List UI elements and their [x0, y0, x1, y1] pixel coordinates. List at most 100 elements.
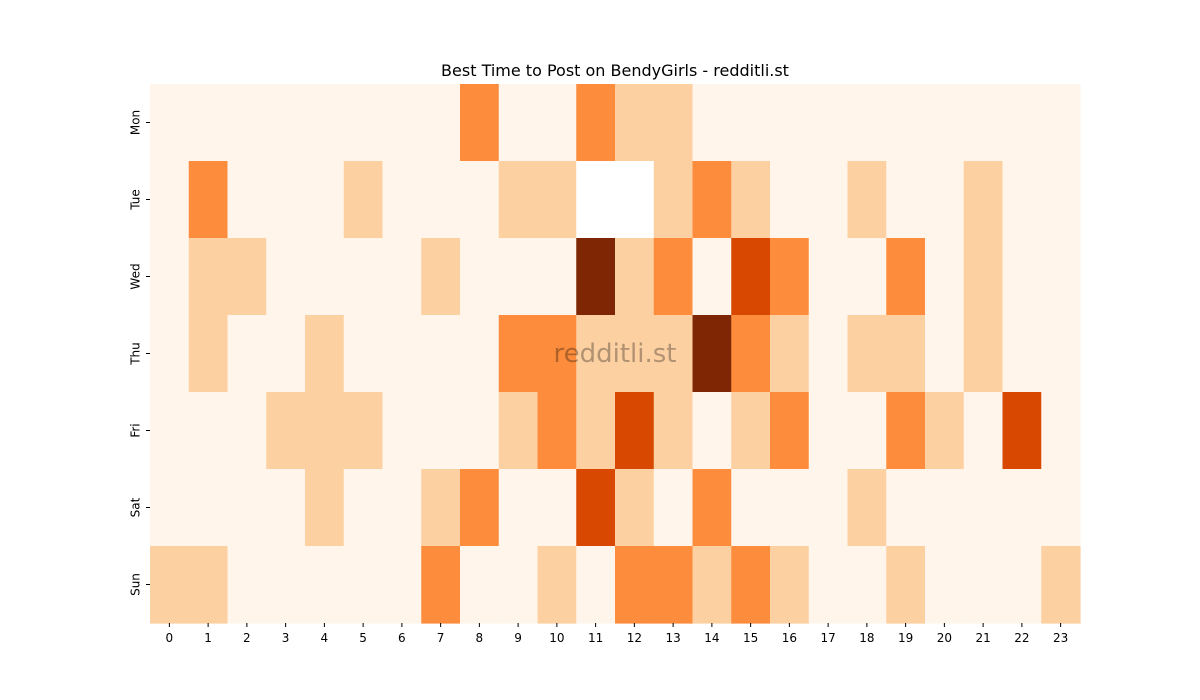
heatmap-cell-fri-22: [1002, 392, 1042, 470]
heatmap-cell-mon-20: [925, 84, 965, 162]
heatmap-cell-fri-1: [188, 392, 229, 470]
heatmap-cell-fri-23: [1041, 392, 1081, 470]
heatmap-cell-wed-22: [1002, 238, 1042, 316]
x-tick-label: 0: [166, 631, 174, 645]
x-tick-label: 17: [820, 631, 835, 645]
heatmap-cell-fri-12: [615, 392, 655, 470]
heatmap-cell-sat-12: [615, 469, 655, 547]
heatmap-cell-thu-21: [963, 315, 1004, 393]
heatmap-cell-mon-10: [537, 84, 577, 162]
heatmap-cell-fri-18: [847, 392, 887, 470]
heatmap-cell-sun-22: [1002, 546, 1042, 624]
y-tick-label: Tue: [129, 189, 143, 211]
heatmap-cell-fri-21: [963, 392, 1004, 470]
x-tick-label: 6: [398, 631, 406, 645]
heatmap-cell-thu-12: [615, 315, 655, 393]
heatmap-cell-wed-15: [731, 238, 771, 316]
x-tick-label: 18: [859, 631, 874, 645]
heatmap-cell-tue-6: [382, 161, 422, 239]
heatmap-cell-thu-16: [770, 315, 810, 393]
heatmap-cell-wed-16: [770, 238, 810, 316]
heatmap-cell-mon-22: [1002, 84, 1042, 162]
heatmap-cell-wed-10: [537, 238, 577, 316]
heatmap-cell-tue-8: [460, 161, 500, 239]
heatmap-cell-thu-22: [1002, 315, 1042, 393]
heatmap-cell-tue-18: [847, 161, 887, 239]
heatmap-cell-fri-3: [266, 392, 306, 470]
heatmap-cell-sun-20: [925, 546, 965, 624]
heatmap-cell-sun-11: [576, 546, 616, 624]
x-tick-label: 12: [627, 631, 642, 645]
x-tick-label: 10: [549, 631, 564, 645]
heatmap-cell-mon-17: [808, 84, 849, 162]
heatmap-cell-sat-19: [886, 469, 926, 547]
heatmap-cell-mon-9: [498, 84, 539, 162]
heatmap-cell-sun-0: [150, 546, 190, 624]
heatmap-cell-fri-9: [498, 392, 539, 470]
heatmap-cell-wed-12: [615, 238, 655, 316]
heatmap-cell-fri-15: [731, 392, 771, 470]
x-tick-label: 21: [975, 631, 990, 645]
heatmap-cell-tue-10: [537, 161, 577, 239]
heatmap-cell-tue-19: [886, 161, 926, 239]
heatmap-cell-sun-12: [615, 546, 655, 624]
heatmap-cell-sun-16: [770, 546, 810, 624]
heatmap-cell-fri-16: [770, 392, 810, 470]
x-tick-label: 13: [665, 631, 680, 645]
heatmap-cell-sun-10: [537, 546, 577, 624]
heatmap-cell-thu-17: [808, 315, 849, 393]
heatmap-cell-tue-11: [576, 161, 616, 239]
heatmap-cell-tue-12: [615, 161, 655, 239]
heatmap-cell-wed-0: [150, 238, 190, 316]
heatmap-cell-mon-7: [421, 84, 461, 162]
heatmap-cell-wed-4: [305, 238, 345, 316]
heatmap-cell-thu-11: [576, 315, 616, 393]
heatmap-cell-sat-5: [343, 469, 384, 547]
heatmap-cell-wed-5: [343, 238, 384, 316]
heatmap-cell-tue-17: [808, 161, 849, 239]
heatmap-cell-wed-21: [963, 238, 1004, 316]
heatmap-cell-tue-2: [227, 161, 267, 239]
heatmap-cell-sun-6: [382, 546, 422, 624]
heatmap-cell-mon-5: [343, 84, 384, 162]
heatmap-cell-tue-5: [343, 161, 384, 239]
heatmap-cell-wed-23: [1041, 238, 1081, 316]
x-tick-label: 5: [359, 631, 367, 645]
x-tick-label: 15: [743, 631, 758, 645]
heatmap-cell-sun-2: [227, 546, 267, 624]
y-axis-ticks: Mon Tue Wed Thu Fri Sat Sun: [129, 110, 150, 596]
heatmap-cell-mon-6: [382, 84, 422, 162]
heatmap-cell-mon-14: [692, 84, 732, 162]
heatmap-cell-mon-16: [770, 84, 810, 162]
watermark-text: redditli.st: [554, 339, 677, 369]
x-tick-label: 9: [514, 631, 522, 645]
heatmap-cell-thu-5: [343, 315, 384, 393]
x-tick-label: 7: [437, 631, 445, 645]
heatmap-cell-wed-8: [460, 238, 500, 316]
x-tick-label: 23: [1053, 631, 1068, 645]
x-tick-label: 2: [243, 631, 251, 645]
heatmap-cell-wed-2: [227, 238, 267, 316]
heatmap-cell-fri-14: [692, 392, 732, 470]
heatmap-cell-wed-1: [188, 238, 229, 316]
heatmap-cell-tue-0: [150, 161, 190, 239]
heatmap-cell-sun-1: [188, 546, 229, 624]
heatmap-cell-fri-4: [305, 392, 345, 470]
heatmap-cell-fri-0: [150, 392, 190, 470]
heatmap-cell-mon-4: [305, 84, 345, 162]
x-axis-ticks: 0 1 2 3 4 5 6 7 8 9 10 11 12 13 14 15 16 17 18 19 20 21 22 23: [166, 623, 1068, 645]
y-tick-label: Fri: [129, 423, 143, 437]
heatmap-cell-mon-2: [227, 84, 267, 162]
heatmap-cell-sun-21: [963, 546, 1004, 624]
heatmap-cell-sun-18: [847, 546, 887, 624]
heatmap-cell-sun-17: [808, 546, 849, 624]
heatmap-cell-thu-3: [266, 315, 306, 393]
heatmap-cell-sat-1: [188, 469, 229, 547]
heatmap-cell-sat-22: [1002, 469, 1042, 547]
heatmap-cell-wed-18: [847, 238, 887, 316]
heatmap-cell-thu-13: [653, 315, 694, 393]
heatmap-cell-sun-15: [731, 546, 771, 624]
heatmap-cell-mon-1: [188, 84, 229, 162]
x-tick-label: 1: [204, 631, 212, 645]
